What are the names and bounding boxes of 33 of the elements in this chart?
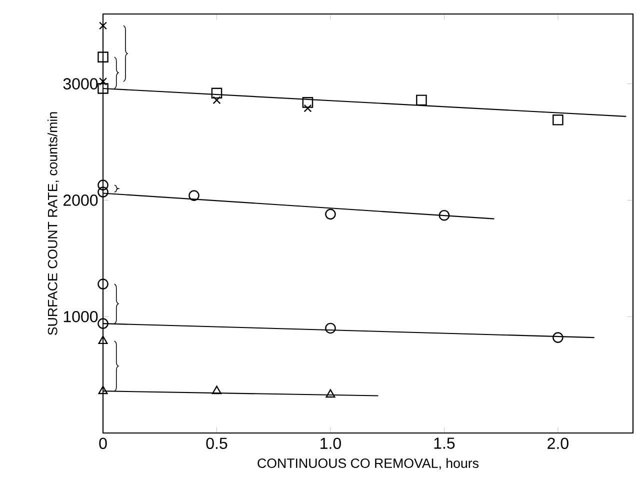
point (552, 332, 564, 343)
point (98, 336, 108, 344)
x-tick-label: 0 (99, 438, 107, 450)
point (325, 208, 336, 220)
point (99, 22, 108, 30)
x-tick-label: 1.5 (434, 438, 455, 449)
point (325, 322, 336, 334)
y-tick-label: 1000 (64, 310, 98, 322)
point (211, 88, 222, 99)
point (438, 210, 450, 221)
point (98, 386, 108, 394)
x-tick-label: 0.5 (206, 438, 228, 450)
point (98, 83, 108, 94)
point (552, 114, 564, 126)
y-tick-label: 2000 (64, 194, 98, 206)
point (212, 96, 221, 104)
point (304, 104, 312, 112)
x-tick-label: 2.0 (548, 438, 568, 450)
point (302, 97, 314, 108)
point (98, 52, 108, 62)
point (212, 386, 222, 394)
point (98, 278, 108, 290)
y-tick-label: 3000 (63, 78, 98, 90)
point (326, 389, 336, 398)
point (416, 94, 427, 106)
y-axis-title: SURFACE COUNT RATE, counts/min (48, 112, 59, 335)
point (188, 190, 200, 201)
x-tick-label: 1.0 (320, 438, 341, 450)
point (98, 180, 108, 190)
point (99, 78, 108, 86)
point (98, 186, 108, 198)
x-axis-title: CONTINUOUS CO REMOVAL, hours (258, 458, 479, 470)
point (98, 318, 108, 329)
